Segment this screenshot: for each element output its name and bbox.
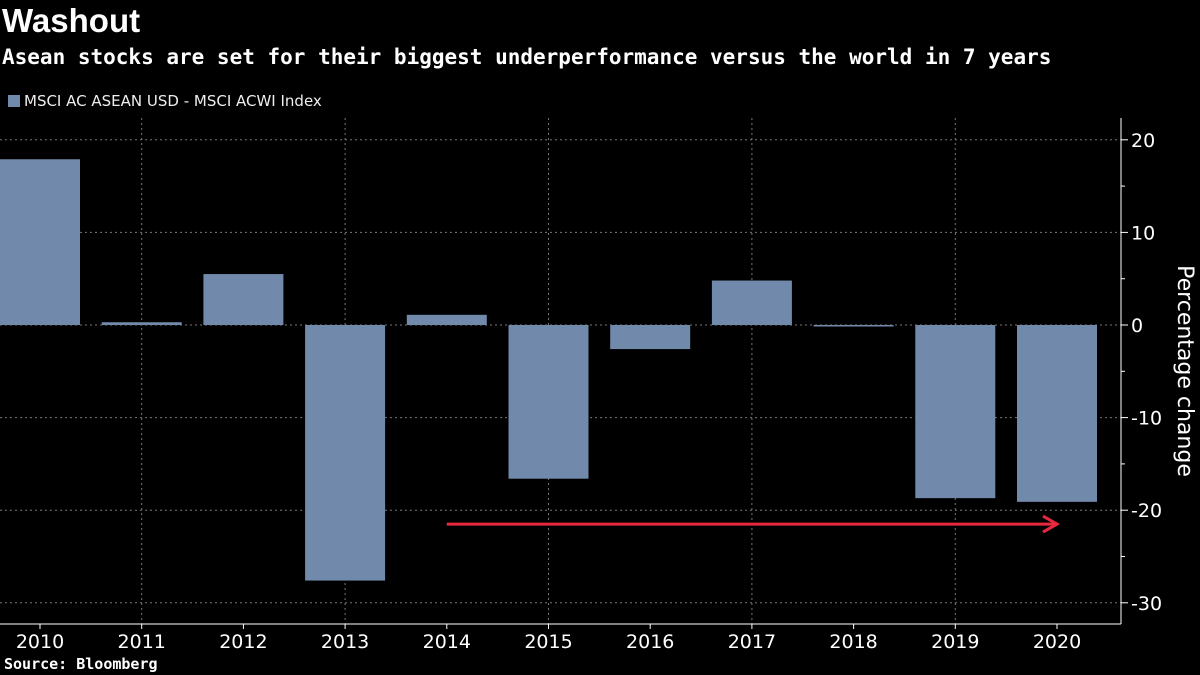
y-tick-label: -20 (1131, 500, 1162, 522)
bar-2016 (610, 325, 691, 350)
bar-2018 (813, 325, 894, 327)
x-tick-label: 2015 (524, 631, 572, 653)
bar-2020 (1017, 325, 1097, 502)
legend-label: MSCI AC ASEAN USD - MSCI ACWI Index (24, 92, 322, 110)
bar-2011 (101, 322, 182, 325)
y-tick-label: -10 (1131, 408, 1162, 430)
x-tick-label: 2010 (16, 631, 64, 653)
bar-2010 (0, 159, 80, 325)
chart-title: Washout (2, 2, 141, 39)
annotation-arrow-head (1042, 514, 1061, 534)
chart-subtitle: Asean stocks are set for their biggest u… (2, 45, 1052, 69)
bar-2015 (508, 325, 589, 479)
y-tick-label: 20 (1131, 130, 1155, 152)
legend: MSCI AC ASEAN USD - MSCI ACWI Index (8, 92, 322, 110)
y-tick-label: 10 (1131, 222, 1155, 244)
x-tick-label: 2020 (1033, 631, 1081, 653)
bar-2019 (915, 325, 996, 499)
bar-2012 (203, 274, 284, 325)
x-tick-label: 2018 (829, 631, 877, 653)
y-axis-label: Percentage change (1172, 265, 1197, 477)
x-tick-label: 2016 (626, 631, 674, 653)
legend-swatch (8, 95, 20, 107)
x-tick-label: 2012 (219, 631, 267, 653)
bar-2013 (305, 325, 386, 581)
x-tick-label: 2017 (728, 631, 776, 653)
y-tick-label: -30 (1131, 593, 1162, 615)
x-tick-label: 2011 (118, 631, 166, 653)
x-tick-label: 2013 (321, 631, 369, 653)
x-tick-label: 2014 (423, 631, 471, 653)
y-tick-label: 0 (1131, 315, 1143, 337)
bar-2014 (406, 314, 487, 325)
x-tick-label: 2019 (931, 631, 979, 653)
bar-2017 (711, 280, 792, 325)
source-note: Source: Bloomberg (4, 655, 158, 673)
